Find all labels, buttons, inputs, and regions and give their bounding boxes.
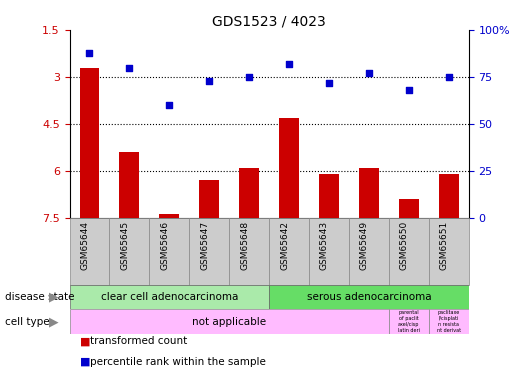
Point [444,74,453,80]
Text: GSM65650: GSM65650 [400,221,409,270]
Text: GSM65647: GSM65647 [200,221,209,270]
Point [365,70,373,76]
Text: GSM65644: GSM65644 [80,221,90,270]
Point [245,74,253,80]
Bar [70,309,389,334]
Bar [189,217,229,285]
Bar [239,168,259,217]
Text: not applicable: not applicable [192,316,266,327]
Bar [79,68,99,218]
Text: GSM65642: GSM65642 [280,221,289,270]
Text: disease state: disease state [5,292,75,302]
Title: GDS1523 / 4023: GDS1523 / 4023 [212,15,326,29]
Bar [229,217,269,285]
Text: transformed count: transformed count [90,336,187,346]
Text: GSM65648: GSM65648 [240,221,249,270]
Bar [269,217,309,285]
Point [325,80,333,86]
Bar [389,217,428,285]
Bar [70,217,109,285]
Point [205,78,213,84]
Text: GSM65643: GSM65643 [320,221,329,270]
Bar [199,180,219,218]
Bar [109,217,149,285]
Point [405,87,413,93]
Text: ▶: ▶ [49,291,59,304]
Bar [119,152,140,217]
Bar [159,214,179,217]
Bar [439,174,459,217]
Bar [399,199,419,217]
Point [125,64,133,70]
Text: ■: ■ [80,336,90,346]
Text: GSM65646: GSM65646 [160,221,169,270]
Text: GSM65645: GSM65645 [121,221,129,270]
Bar [349,217,389,285]
Point [85,50,94,55]
Point [165,102,174,108]
Text: serous adenocarcinoma: serous adenocarcinoma [306,292,431,302]
Bar [149,217,190,285]
Text: clear cell adenocarcinoma: clear cell adenocarcinoma [100,292,238,302]
Bar [269,285,469,309]
Text: percentile rank within the sample: percentile rank within the sample [90,357,266,367]
Bar [319,174,339,217]
Bar [359,168,379,217]
Bar [428,309,469,334]
Point [285,61,293,67]
Bar [428,217,469,285]
Text: GSM65649: GSM65649 [360,221,369,270]
Text: paclitaxe
l/cisplati
n resista
nt derivat: paclitaxe l/cisplati n resista nt deriva… [437,310,461,333]
Bar [309,217,349,285]
Text: GSM65651: GSM65651 [440,221,449,270]
Bar [389,309,428,334]
Text: ▶: ▶ [49,315,59,328]
Text: ■: ■ [80,357,90,367]
Text: cell type: cell type [5,316,50,327]
Text: parental
of paclit
axel/cisp
latin deri: parental of paclit axel/cisp latin deri [398,310,420,333]
Bar [279,117,299,218]
Bar [70,285,269,309]
